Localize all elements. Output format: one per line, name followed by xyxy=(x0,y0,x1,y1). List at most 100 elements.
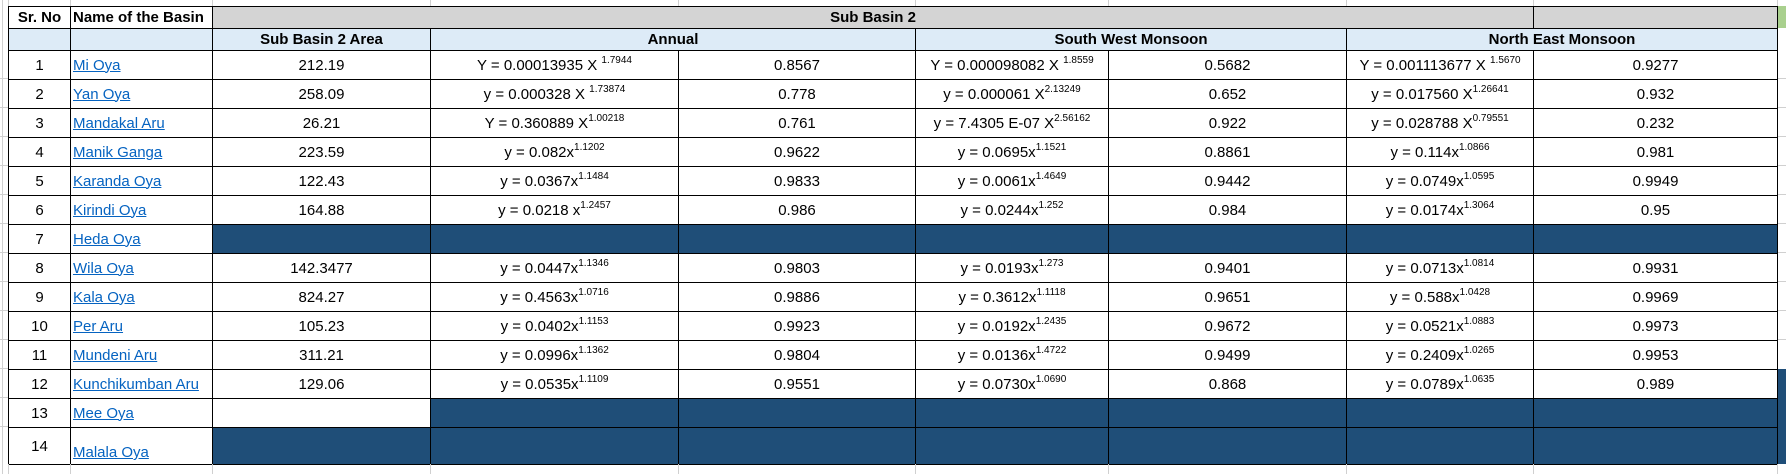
nem-eq-cell[interactable]: y = 0.017560 X1.26641 xyxy=(1345,79,1535,109)
swm-eq-cell[interactable] xyxy=(915,224,1109,254)
swm-eq-cell[interactable] xyxy=(915,427,1109,465)
annual-r2-cell[interactable]: 0.9886 xyxy=(678,282,916,312)
annual-eq-cell[interactable]: y = 0.082x1.1202 xyxy=(430,137,679,167)
nem-r2-cell[interactable]: 0.232 xyxy=(1533,108,1779,138)
nem-eq-cell[interactable]: y = 0.0174x1.3064 xyxy=(1345,195,1535,225)
annual-r2-cell[interactable]: 0.761 xyxy=(678,108,916,138)
annual-eq-cell[interactable] xyxy=(430,224,679,254)
nem-eq-cell[interactable]: y = 0.114x1.0866 xyxy=(1345,137,1535,167)
nem-eq-cell[interactable]: Y = 0.001113677 X 1.5670 xyxy=(1345,50,1535,80)
nem-r2-cell[interactable]: 0.981 xyxy=(1533,137,1779,167)
annual-header[interactable]: Annual xyxy=(430,28,916,51)
area-cell[interactable] xyxy=(212,398,431,428)
swm-r2-cell[interactable]: 0.868 xyxy=(1108,369,1347,399)
annual-r2-cell[interactable]: 0.9803 xyxy=(678,253,916,283)
swm-eq-cell[interactable]: y = 0.0136x1.4722 xyxy=(915,340,1109,370)
annual-r2-cell[interactable]: 0.778 xyxy=(678,79,916,109)
swm-r2-cell[interactable]: 0.922 xyxy=(1108,108,1347,138)
right-neighbour-green-cell[interactable] xyxy=(1778,6,1786,28)
swm-r2-cell[interactable] xyxy=(1108,224,1347,254)
swm-eq-cell[interactable]: y = 7.4305 E-07 X2.56162 xyxy=(915,108,1109,138)
nem-r2-cell[interactable]: 0.989 xyxy=(1533,369,1779,399)
area-cell[interactable] xyxy=(212,224,431,254)
basin-name-cell[interactable]: Mandakal Aru xyxy=(70,108,213,138)
swm-eq-cell[interactable]: y = 0.0061x1.4649 xyxy=(915,166,1109,196)
swm-r2-cell[interactable]: 0.9442 xyxy=(1108,166,1347,196)
sub-basin-2-group-header-spacer[interactable] xyxy=(1533,6,1779,29)
swm-eq-cell[interactable]: Y = 0.000098082 X 1.8559 xyxy=(915,50,1109,80)
sr-cell[interactable]: 3 xyxy=(8,108,71,138)
nem-r2-cell[interactable]: 0.9949 xyxy=(1533,166,1779,196)
swm-r2-cell[interactable]: 0.8861 xyxy=(1108,137,1347,167)
annual-r2-cell[interactable]: 0.9551 xyxy=(678,369,916,399)
right-neighbour-dark-cells[interactable] xyxy=(1778,369,1786,464)
annual-eq-cell[interactable]: Y = 0.00013935 X 1.7944 xyxy=(430,50,679,80)
nem-eq-cell[interactable]: y = 0.2409x1.0265 xyxy=(1345,340,1535,370)
basin-name-cell[interactable]: Per Aru xyxy=(70,311,213,341)
annual-eq-cell[interactable]: y = 0.0367x1.1484 xyxy=(430,166,679,196)
south-west-monsoon-header[interactable]: South West Monsoon xyxy=(915,28,1347,51)
nem-r2-cell[interactable]: 0.9953 xyxy=(1533,340,1779,370)
annual-eq-cell[interactable] xyxy=(430,398,679,428)
basin-link[interactable]: Karanda Oya xyxy=(73,172,162,190)
nem-r2-cell[interactable]: 0.9931 xyxy=(1533,253,1779,283)
sr-cell[interactable]: 7 xyxy=(8,224,71,254)
nem-eq-cell[interactable] xyxy=(1345,224,1535,254)
sr-no-subheader-empty[interactable] xyxy=(8,28,71,51)
basin-link[interactable]: Heda Oya xyxy=(73,230,141,248)
area-header[interactable]: Sub Basin 2 Area xyxy=(212,28,431,51)
sr-cell[interactable]: 12 xyxy=(8,369,71,399)
basin-name-cell[interactable]: Mi Oya xyxy=(70,50,213,80)
sr-cell[interactable]: 10 xyxy=(8,311,71,341)
basin-link[interactable]: Mi Oya xyxy=(73,56,121,74)
basin-link[interactable]: Kala Oya xyxy=(73,288,135,306)
annual-eq-cell[interactable] xyxy=(430,427,679,465)
swm-eq-cell[interactable]: y = 0.0695x1.1521 xyxy=(915,137,1109,167)
annual-eq-cell[interactable]: y = 0.0447x1.1346 xyxy=(430,253,679,283)
basin-name-cell[interactable]: Kunchikumban Aru xyxy=(70,369,213,399)
swm-r2-cell[interactable]: 0.9401 xyxy=(1108,253,1347,283)
area-cell[interactable]: 223.59 xyxy=(212,137,431,167)
basin-name-cell[interactable]: Heda Oya xyxy=(70,224,213,254)
basin-link[interactable]: Mandakal Aru xyxy=(73,114,165,132)
nem-r2-cell[interactable]: 0.9973 xyxy=(1533,311,1779,341)
annual-r2-cell[interactable]: 0.9804 xyxy=(678,340,916,370)
annual-eq-cell[interactable]: y = 0.000328 X 1.73874 xyxy=(430,79,679,109)
nem-r2-cell[interactable]: 0.932 xyxy=(1533,79,1779,109)
nem-r2-cell[interactable] xyxy=(1533,427,1779,465)
nem-eq-cell[interactable]: y = 0.0749x1.0595 xyxy=(1345,166,1535,196)
basin-name-cell[interactable]: Kirindi Oya xyxy=(70,195,213,225)
sr-cell[interactable]: 11 xyxy=(8,340,71,370)
sr-cell[interactable]: 2 xyxy=(8,79,71,109)
sr-cell[interactable]: 14 xyxy=(8,427,71,465)
annual-eq-cell[interactable]: y = 0.0402x1.1153 xyxy=(430,311,679,341)
annual-r2-cell[interactable] xyxy=(678,427,916,465)
annual-r2-cell[interactable]: 0.9923 xyxy=(678,311,916,341)
basin-name-cell[interactable]: Wila Oya xyxy=(70,253,213,283)
sr-no-header[interactable]: Sr. No xyxy=(8,6,71,29)
annual-eq-cell[interactable]: y = 0.0996x1.1362 xyxy=(430,340,679,370)
nem-eq-cell[interactable] xyxy=(1345,427,1535,465)
swm-r2-cell[interactable] xyxy=(1108,427,1347,465)
swm-r2-cell[interactable]: 0.9651 xyxy=(1108,282,1347,312)
basin-name-cell[interactable]: Mee Oya xyxy=(70,398,213,428)
swm-eq-cell[interactable]: y = 0.3612x1.1118 xyxy=(915,282,1109,312)
sub-basin-2-group-header[interactable]: Sub Basin 2 xyxy=(211,6,1535,29)
area-cell[interactable]: 122.43 xyxy=(212,166,431,196)
nem-eq-cell[interactable]: y = 0.0713x1.0814 xyxy=(1345,253,1535,283)
basin-link[interactable]: Kirindi Oya xyxy=(73,201,147,219)
basin-link[interactable]: Per Aru xyxy=(73,317,124,335)
area-cell[interactable]: 258.09 xyxy=(212,79,431,109)
sr-cell[interactable]: 9 xyxy=(8,282,71,312)
area-cell[interactable]: 129.06 xyxy=(212,369,431,399)
area-cell[interactable]: 212.19 xyxy=(212,50,431,80)
sr-cell[interactable]: 4 xyxy=(8,137,71,167)
basin-name-header[interactable]: Name of the Basin xyxy=(70,6,213,29)
north-east-monsoon-header[interactable]: North East Monsoon xyxy=(1345,28,1779,51)
basin-link[interactable]: Wila Oya xyxy=(73,259,134,277)
basin-name-cell[interactable]: Karanda Oya xyxy=(70,166,213,196)
area-cell[interactable]: 142.3477 xyxy=(212,253,431,283)
nem-r2-cell[interactable]: 0.9277 xyxy=(1533,50,1779,80)
swm-eq-cell[interactable]: y = 0.0730x1.0690 xyxy=(915,369,1109,399)
basin-link[interactable]: Manik Ganga xyxy=(73,143,163,161)
